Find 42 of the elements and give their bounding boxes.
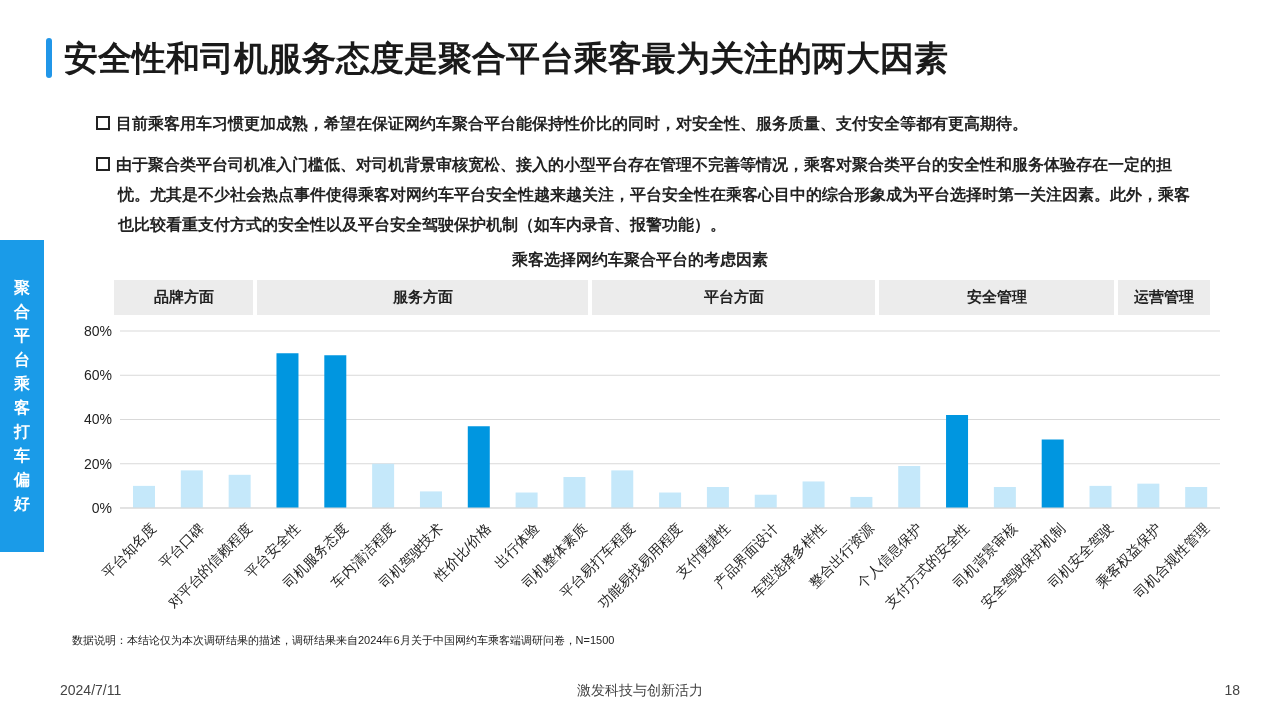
- bar: [515, 492, 538, 508]
- text: 2024/7/11: [60, 682, 122, 698]
- chart-title: 安全性和司机服务态度是聚合平台乘客最为关注的两大因素: [64, 39, 948, 77]
- bar: [467, 426, 490, 508]
- y-tick-label: 80%: [83, 322, 112, 339]
- bar: [898, 465, 921, 508]
- bar: [754, 494, 777, 508]
- bar: [563, 477, 586, 508]
- text: 运营管理: [1134, 288, 1195, 307]
- bar: [324, 355, 347, 508]
- bar: [372, 463, 395, 508]
- bar: [1137, 483, 1160, 508]
- bar: [802, 481, 825, 508]
- bar: [611, 470, 634, 508]
- y-tick-label: 40%: [83, 411, 112, 428]
- y-tick-label: 60%: [83, 367, 112, 384]
- text: 服务方面: [392, 288, 453, 307]
- text: 品牌方面: [153, 288, 214, 307]
- bar: [659, 492, 682, 508]
- bar: [228, 474, 251, 508]
- bar: [850, 496, 873, 508]
- bar: [1089, 485, 1112, 508]
- bar: [706, 486, 729, 508]
- bar: [276, 353, 299, 508]
- text: 激发科技与创新活力: [577, 682, 703, 698]
- text: 18: [1224, 682, 1240, 698]
- bar: [180, 470, 203, 508]
- y-tick-label: 20%: [83, 455, 112, 472]
- text: 数据说明：本结论仅为本次调研结果的描述，调研结果来自2024年6月关于中国网约车乘客端调研问卷，N=1500: [72, 634, 615, 646]
- text: 聚合平台乘客打车偏好: [14, 279, 30, 512]
- bar: [993, 486, 1016, 508]
- bar: [1041, 439, 1064, 508]
- bar: [133, 485, 155, 508]
- bar: [946, 415, 969, 508]
- text: 平台方面: [703, 288, 764, 307]
- chart-subtitle: 乘客选择网约车聚合平台的考虑因素: [512, 251, 768, 268]
- y-tick-label: 0%: [91, 499, 112, 516]
- text: 安全管理: [966, 288, 1027, 307]
- text: 目前乘客用车习惯更加成熟，希望在保证网约车聚合平台能保持性价比的同时，对安全性、服务质量、支付安全等都有更高期待。: [116, 115, 1028, 132]
- bar: [1185, 486, 1208, 508]
- text: 由于聚合类平台司机准入门槛低、对司机背景审核宽松、接入的小型平台存在管理不完善等情况，乘客对聚合类平台的安全性和服务体验存在一定的担忧。尤其是不少社会热点事件使得乘客对网约车平台安全性越来越关注，平台安全性在乘客心目中的综合形象成为平台选择时第一关注因素。此外，乘客也比较看重支付方式的安全性以及平台安全驾驶保护机制（如车内录音、报警功能）。: [116, 156, 1190, 233]
- bar: [419, 491, 442, 508]
